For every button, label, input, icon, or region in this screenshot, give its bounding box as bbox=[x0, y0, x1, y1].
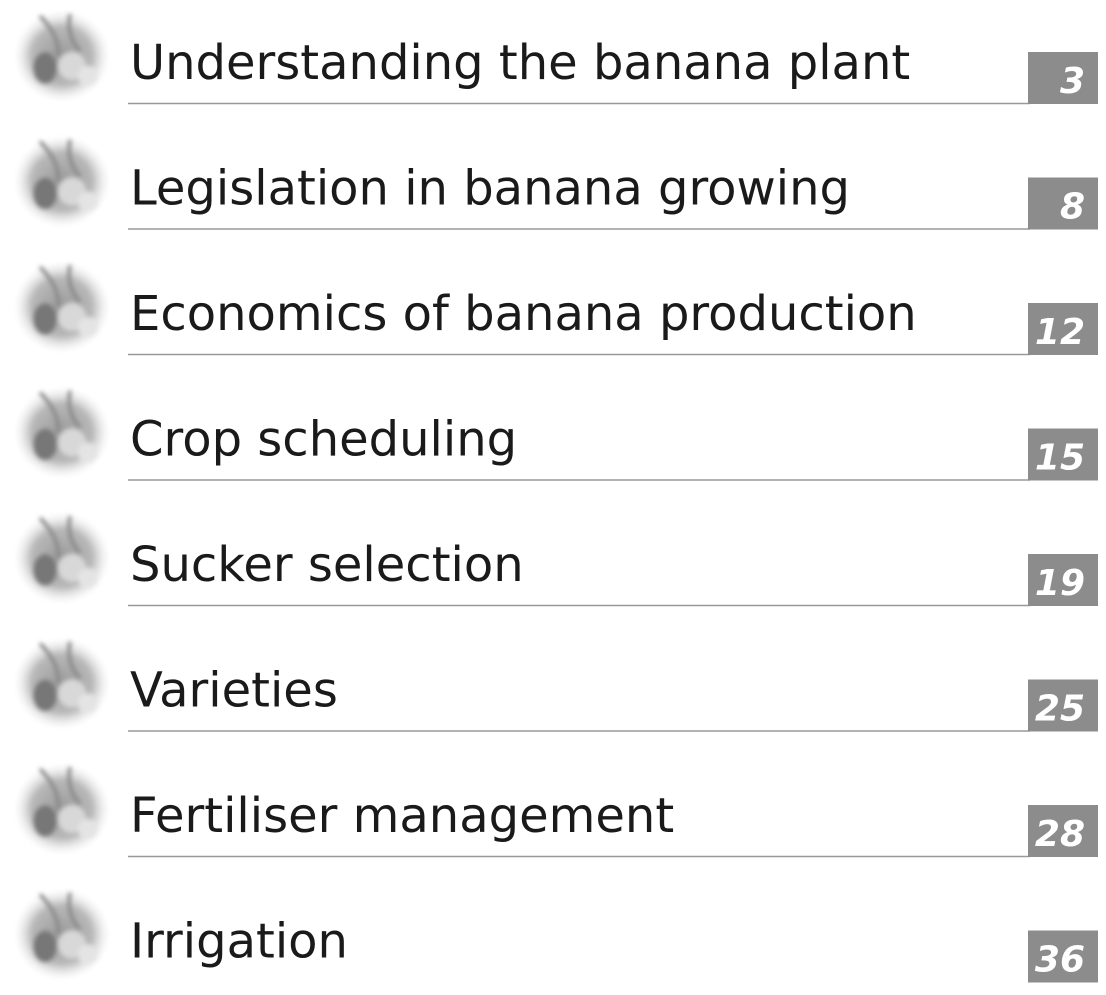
entry-title: Fertiliser management bbox=[130, 788, 674, 844]
page: Understanding the banana plant 3 Legislati… bbox=[0, 0, 1106, 995]
page-number: 28 bbox=[1035, 814, 1085, 855]
icon-shape bbox=[78, 945, 98, 965]
icon-shape bbox=[78, 819, 98, 839]
icon-shape bbox=[78, 192, 98, 212]
icon-shape bbox=[78, 443, 98, 463]
icon-shape bbox=[78, 317, 98, 337]
entry-icon bbox=[16, 514, 108, 602]
page-number: 8 bbox=[1060, 187, 1085, 228]
entry-icon bbox=[16, 640, 108, 728]
entry-icon bbox=[16, 263, 108, 351]
toc-entry: Understanding the banana plant 3 bbox=[16, 12, 1098, 104]
entry-icon bbox=[16, 138, 108, 226]
icon-shape bbox=[33, 554, 57, 586]
icon-shape bbox=[16, 12, 108, 100]
entry-icon bbox=[16, 765, 108, 853]
icon-shape bbox=[33, 52, 57, 84]
toc-entry: Varieties 25 bbox=[16, 640, 1098, 732]
toc-entry: Sucker selection 19 bbox=[16, 514, 1098, 606]
toc-entry: Economics of banana production 12 bbox=[16, 263, 1098, 355]
entry-title: Sucker selection bbox=[130, 537, 524, 593]
page-number: 15 bbox=[1035, 438, 1085, 479]
icon-shape bbox=[16, 389, 108, 477]
entry-title: Legislation in banana growing bbox=[130, 161, 850, 217]
icon-shape bbox=[16, 138, 108, 226]
page-number: 3 bbox=[1060, 61, 1085, 102]
toc-entry: Legislation in banana growing 8 bbox=[16, 138, 1098, 230]
icon-shape bbox=[16, 765, 108, 853]
icon-shape bbox=[16, 891, 108, 979]
entry-icon bbox=[16, 891, 108, 979]
entry-title: Varieties bbox=[130, 663, 338, 719]
icon-shape bbox=[16, 640, 108, 728]
entry-title: Understanding the banana plant bbox=[130, 35, 910, 91]
icon-shape bbox=[16, 263, 108, 351]
entry-title: Irrigation bbox=[130, 914, 348, 970]
icon-shape bbox=[16, 514, 108, 602]
toc-entry: Fertiliser management 28 bbox=[16, 765, 1098, 857]
toc-entry: Irrigation 36 bbox=[16, 891, 1098, 983]
icon-shape bbox=[78, 568, 98, 588]
page-number: 36 bbox=[1035, 940, 1085, 981]
table-of-contents: Understanding the banana plant 3 Legislati… bbox=[0, 0, 1106, 995]
icon-shape bbox=[33, 429, 57, 461]
icon-shape bbox=[33, 303, 57, 335]
entry-icon bbox=[16, 389, 108, 477]
icon-shape bbox=[33, 805, 57, 837]
icon-shape bbox=[78, 66, 98, 86]
icon-shape bbox=[78, 694, 98, 714]
toc-entry: Crop scheduling 15 bbox=[16, 389, 1098, 481]
entry-icon bbox=[16, 12, 108, 100]
entry-title: Crop scheduling bbox=[130, 412, 517, 468]
icon-shape bbox=[33, 680, 57, 712]
entry-title: Economics of banana production bbox=[130, 286, 917, 342]
icon-shape bbox=[33, 178, 57, 210]
page-number: 12 bbox=[1035, 312, 1085, 353]
page-number: 25 bbox=[1035, 689, 1085, 730]
icon-shape bbox=[33, 931, 57, 963]
page-number: 19 bbox=[1035, 563, 1085, 604]
